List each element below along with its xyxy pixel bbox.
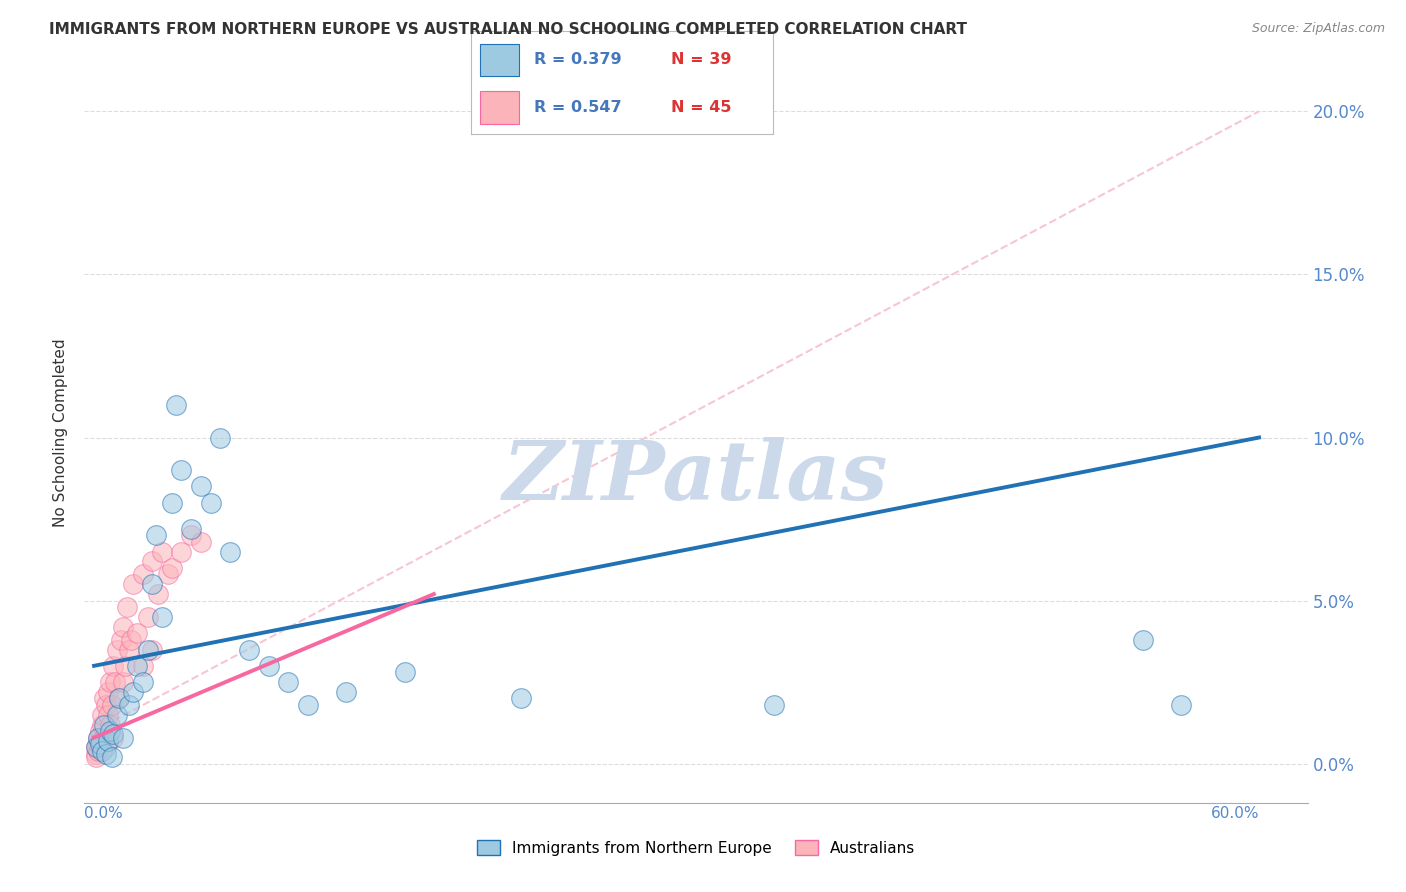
Point	[145, 528, 167, 542]
Point	[150, 610, 173, 624]
Point	[98, 717, 121, 731]
FancyBboxPatch shape	[479, 91, 519, 124]
Point	[105, 642, 128, 657]
Point	[125, 626, 148, 640]
Point	[94, 698, 117, 712]
Point	[1170, 698, 1192, 712]
Point	[122, 685, 145, 699]
Point	[180, 528, 202, 542]
Point	[200, 496, 222, 510]
Point	[94, 740, 117, 755]
Text: 60.0%: 60.0%	[1211, 806, 1258, 821]
Point	[131, 658, 153, 673]
Point	[1132, 632, 1154, 647]
Point	[209, 430, 232, 444]
Text: N = 39: N = 39	[671, 53, 731, 68]
Point	[97, 685, 120, 699]
Point	[141, 577, 163, 591]
Point	[93, 717, 115, 731]
Point	[90, 707, 112, 722]
Point	[84, 750, 107, 764]
Point	[112, 620, 135, 634]
Point	[510, 691, 533, 706]
Point	[100, 750, 122, 764]
Point	[141, 554, 163, 568]
Point	[112, 675, 135, 690]
Point	[112, 731, 135, 745]
Point	[180, 522, 202, 536]
Point	[100, 698, 122, 712]
Point	[257, 658, 280, 673]
Text: 0.0%: 0.0%	[84, 806, 124, 821]
Point	[87, 743, 110, 757]
Point	[97, 734, 120, 748]
Point	[170, 463, 193, 477]
Point	[90, 743, 112, 757]
Point	[122, 577, 145, 591]
Point	[87, 731, 110, 745]
Point	[105, 707, 128, 722]
Text: N = 45: N = 45	[671, 100, 731, 115]
Point	[103, 727, 125, 741]
Point	[277, 675, 299, 690]
Point	[118, 642, 141, 657]
Point	[219, 544, 242, 558]
Point	[160, 561, 183, 575]
Point	[146, 587, 169, 601]
Point	[110, 632, 132, 647]
Point	[150, 544, 173, 558]
Point	[97, 707, 120, 722]
Point	[108, 691, 131, 706]
Point	[160, 496, 183, 510]
Point	[170, 544, 193, 558]
Point	[94, 747, 117, 761]
Point	[131, 675, 153, 690]
Point	[156, 567, 179, 582]
Point	[84, 740, 107, 755]
Point	[114, 658, 136, 673]
Point	[93, 731, 115, 745]
Point	[190, 479, 212, 493]
Point	[297, 698, 319, 712]
Point	[98, 675, 121, 690]
Point	[138, 610, 160, 624]
Point	[141, 642, 163, 657]
Point	[89, 737, 111, 751]
Point	[87, 737, 110, 751]
Point	[84, 740, 107, 755]
Point	[394, 665, 416, 680]
Text: R = 0.379: R = 0.379	[534, 53, 621, 68]
Point	[125, 658, 148, 673]
Point	[120, 632, 142, 647]
Text: Source: ZipAtlas.com: Source: ZipAtlas.com	[1251, 22, 1385, 36]
Point	[138, 642, 160, 657]
Point	[190, 534, 212, 549]
Y-axis label: No Schooling Completed: No Schooling Completed	[53, 338, 69, 527]
Point	[103, 731, 125, 745]
Point	[335, 685, 357, 699]
Point	[165, 398, 187, 412]
Text: ZIPatlas: ZIPatlas	[503, 437, 889, 517]
Point	[115, 600, 138, 615]
Point	[93, 691, 115, 706]
Legend: Immigrants from Northern Europe, Australians: Immigrants from Northern Europe, Austral…	[471, 834, 921, 862]
Text: R = 0.547: R = 0.547	[534, 100, 621, 115]
Point	[84, 747, 107, 761]
Point	[118, 698, 141, 712]
Point	[238, 642, 260, 657]
Text: IMMIGRANTS FROM NORTHERN EUROPE VS AUSTRALIAN NO SCHOOLING COMPLETED CORRELATION: IMMIGRANTS FROM NORTHERN EUROPE VS AUSTR…	[49, 22, 967, 37]
Point	[89, 724, 111, 739]
Point	[90, 717, 112, 731]
Point	[103, 658, 125, 673]
Point	[89, 734, 111, 748]
Point	[131, 567, 153, 582]
Point	[108, 691, 131, 706]
Point	[104, 675, 127, 690]
Point	[98, 724, 121, 739]
Point	[87, 731, 110, 745]
Point	[762, 698, 785, 712]
FancyBboxPatch shape	[479, 44, 519, 77]
